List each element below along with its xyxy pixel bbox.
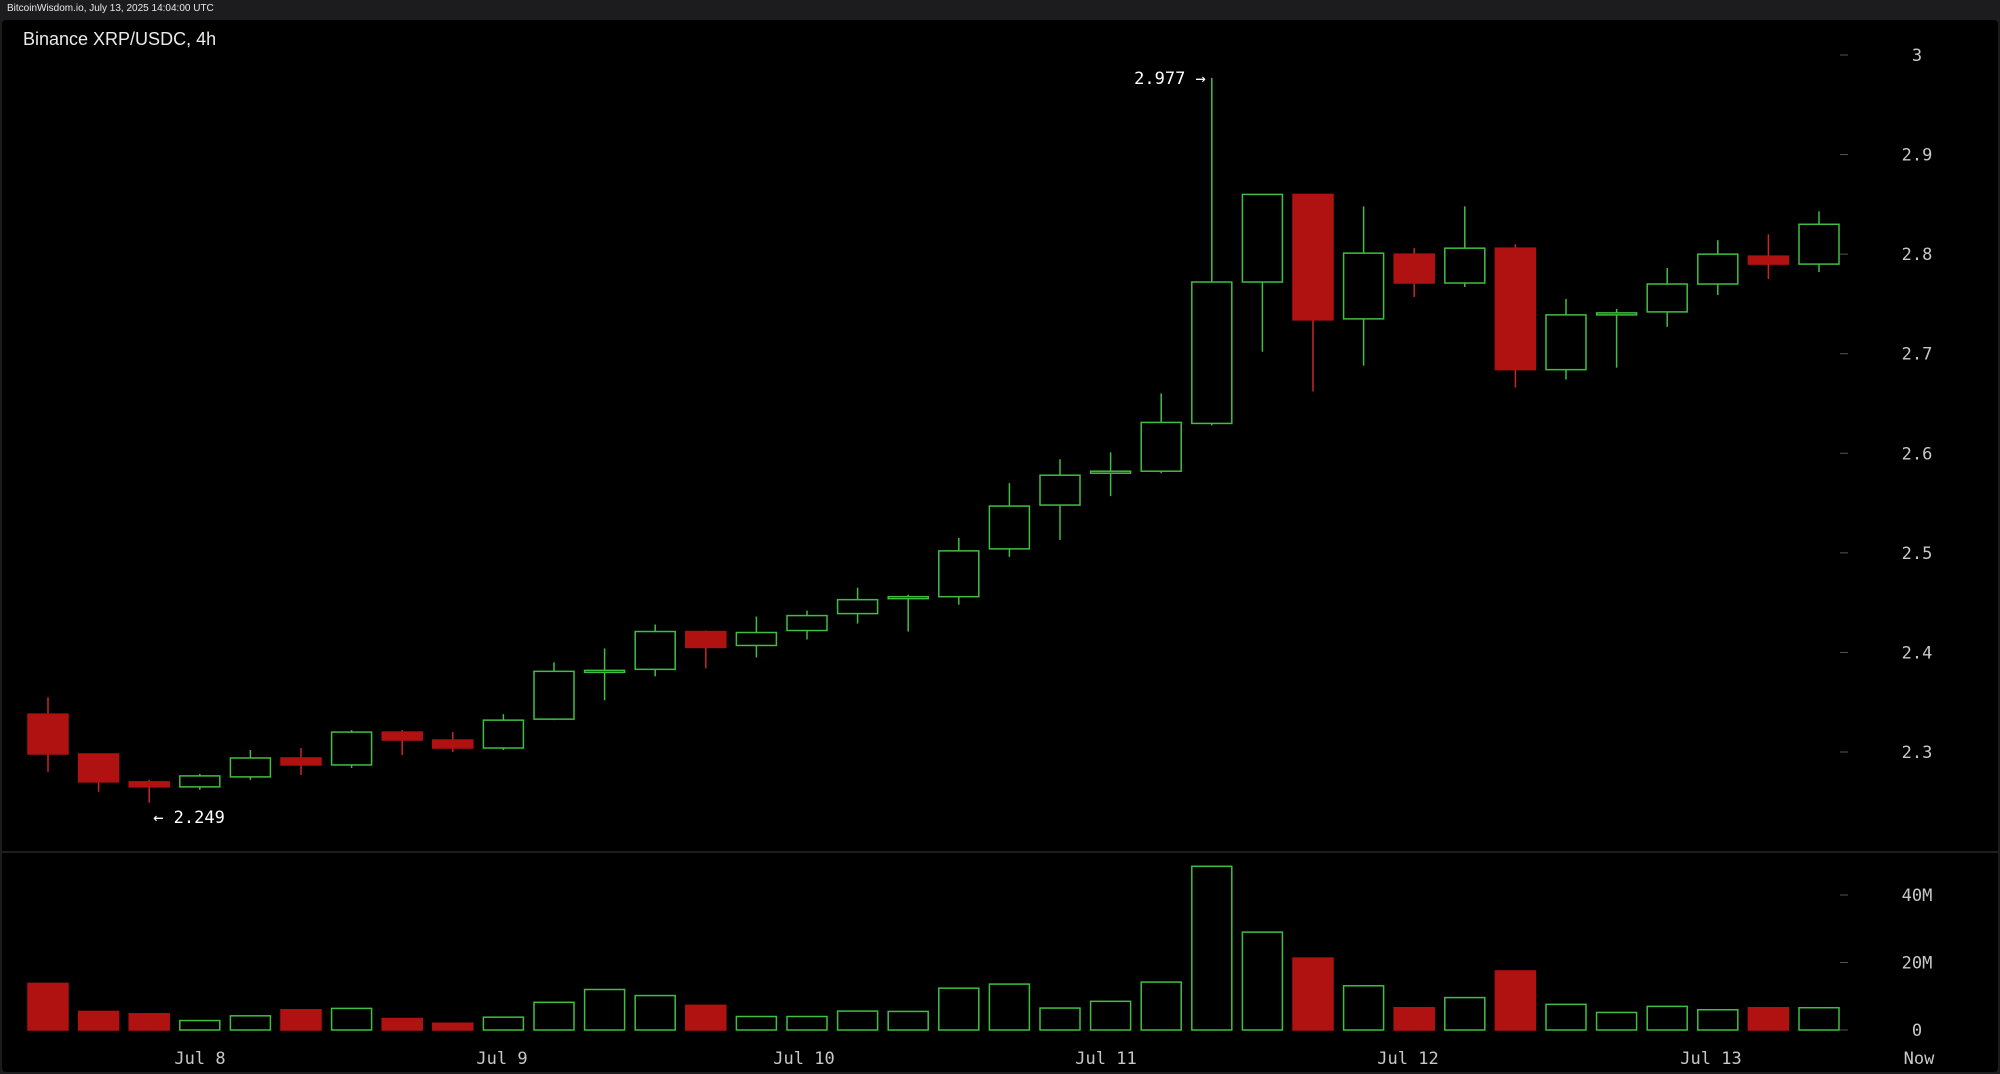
volume-bar-up[interactable] <box>1595 1011 1638 1031</box>
volume-bar-down[interactable] <box>1393 1006 1435 1031</box>
volume-bar-up[interactable] <box>1697 1009 1739 1031</box>
candle-body-up[interactable] <box>988 505 1031 550</box>
candle-body-down[interactable] <box>685 630 727 649</box>
price-axis-label: 2.4 <box>1902 643 1933 663</box>
x-axis-label: Jul 13 <box>1680 1049 1741 1069</box>
chart-panel[interactable]: 3 2.9 2.8 2.7 2.6 2.5 2.4 2.3 40M 20M 0 2.977 → ← 2.… <box>2 20 1998 1072</box>
price-axis-label: 2.7 <box>1902 345 1933 365</box>
volume-bar-down[interactable] <box>685 1004 727 1031</box>
price-axis-label: 2.3 <box>1902 743 1933 763</box>
volume-bar-up[interactable] <box>988 983 1031 1031</box>
candle-body-up[interactable] <box>1140 421 1182 472</box>
volume-bar-up[interactable] <box>938 987 980 1031</box>
price-axis-label: 2.8 <box>1902 245 1933 265</box>
price-axis-label: 2.9 <box>1902 146 1933 166</box>
candle-body-up[interactable] <box>533 670 575 720</box>
volume-bar-up[interactable] <box>634 994 676 1031</box>
candle-body-up[interactable] <box>1798 223 1840 265</box>
candle-body-up[interactable] <box>938 550 980 598</box>
candle-body-down[interactable] <box>432 739 474 749</box>
price-annotation: ← 2.249 <box>153 808 225 828</box>
x-axis-label: Jul 8 <box>174 1049 225 1069</box>
x-axis-label: Now <box>1904 1049 1935 1069</box>
volume-bar-up[interactable] <box>1646 1005 1688 1031</box>
candle-body-up[interactable] <box>1342 252 1385 320</box>
x-axis-label: Jul 9 <box>476 1049 527 1069</box>
candle-body-up[interactable] <box>1646 283 1688 313</box>
volume-bar-up[interactable] <box>735 1015 778 1031</box>
candle-body-up[interactable] <box>583 669 626 674</box>
volume-bar-down[interactable] <box>128 1013 170 1031</box>
candle-body-up[interactable] <box>786 614 828 632</box>
volume-bar-up[interactable] <box>786 1015 828 1031</box>
volume-bar-down[interactable] <box>1494 970 1537 1031</box>
candle-body-up[interactable] <box>1444 247 1486 284</box>
volume-bar-up[interactable] <box>1342 985 1385 1031</box>
candle-body-up[interactable] <box>1595 312 1638 316</box>
chart-title: Binance XRP/USDC, 4h <box>23 29 217 49</box>
volume-bar-up[interactable] <box>1798 1006 1840 1031</box>
candle-body-down[interactable] <box>27 713 69 755</box>
volume-bar-down[interactable] <box>432 1022 474 1031</box>
chart-svg[interactable]: 3 2.9 2.8 2.7 2.6 2.5 2.4 2.3 40M 20M 0 2.977 → ← 2.… <box>2 20 1998 1072</box>
volume-bar-up[interactable] <box>1140 981 1182 1031</box>
volume-bar-up[interactable] <box>1444 996 1486 1031</box>
candle-body-up[interactable] <box>1241 193 1284 283</box>
price-axis-label: 2.6 <box>1902 444 1933 464</box>
volume-axis-label: 20M <box>1902 954 1933 974</box>
candle-body-down[interactable] <box>1292 193 1334 321</box>
top-bar: BitcoinWisdom.io, July 13, 2025 14:04:00… <box>0 0 2000 20</box>
candle-body-up[interactable] <box>229 757 272 778</box>
volume-bar-up[interactable] <box>1039 1007 1081 1031</box>
candle-body-up[interactable] <box>1697 253 1739 285</box>
candle-body-down[interactable] <box>77 753 120 783</box>
volume-bar-up[interactable] <box>836 1010 879 1031</box>
price-axis-label: 2.5 <box>1902 544 1933 564</box>
candle-body-up[interactable] <box>179 775 221 788</box>
volume-bar-up[interactable] <box>1191 865 1233 1031</box>
candle-body-up[interactable] <box>1545 314 1587 371</box>
candle-body-down[interactable] <box>280 757 322 766</box>
volume-axis-label: 40M <box>1902 886 1933 906</box>
candle-body-up[interactable] <box>634 630 676 671</box>
candle-body-up[interactable] <box>1191 281 1233 425</box>
volume-bar-down[interactable] <box>280 1009 322 1031</box>
candle-body-up[interactable] <box>330 731 373 766</box>
volume-bar-down[interactable] <box>27 982 69 1031</box>
volume-bar-up[interactable] <box>1089 1000 1132 1031</box>
price-annotation: 2.977 → <box>1134 69 1206 89</box>
candle-body-up[interactable] <box>1039 474 1081 506</box>
volume-bar-down[interactable] <box>1292 957 1334 1031</box>
candle-body-down[interactable] <box>381 731 423 741</box>
x-axis-label: Jul 11 <box>1075 1049 1136 1069</box>
price-axis-label: 3 <box>1912 46 1922 66</box>
candle-body-up[interactable] <box>735 631 778 647</box>
candle-body-down[interactable] <box>1494 247 1537 371</box>
x-axis-label: Jul 12 <box>1377 1049 1438 1069</box>
candle-body-up[interactable] <box>1089 470 1132 474</box>
candle-body-up[interactable] <box>482 719 525 749</box>
volume-bar-up[interactable] <box>583 988 626 1031</box>
candle-body-up[interactable] <box>836 598 879 615</box>
volume-bar-up[interactable] <box>533 1001 575 1031</box>
volume-bar-up[interactable] <box>229 1015 272 1031</box>
candle-body-down[interactable] <box>1747 255 1790 265</box>
source-stamp: BitcoinWisdom.io, July 13, 2025 14:04:00… <box>7 3 214 14</box>
candle-body-up[interactable] <box>887 595 929 600</box>
volume-bar-up[interactable] <box>1241 931 1284 1031</box>
volume-bar-down[interactable] <box>77 1010 120 1031</box>
volume-bar-up[interactable] <box>330 1007 373 1031</box>
volume-bar-up[interactable] <box>179 1019 221 1031</box>
volume-bar-down[interactable] <box>381 1017 423 1031</box>
candle-body-down[interactable] <box>1393 253 1435 284</box>
candle-body-down[interactable] <box>128 781 170 788</box>
volume-bar-down[interactable] <box>1747 1006 1790 1031</box>
volume-bar-up[interactable] <box>1545 1003 1587 1031</box>
volume-bar-up[interactable] <box>482 1016 525 1031</box>
volume-axis-label: 0 <box>1912 1021 1922 1041</box>
volume-bar-up[interactable] <box>887 1010 929 1031</box>
x-axis-label: Jul 10 <box>773 1049 834 1069</box>
